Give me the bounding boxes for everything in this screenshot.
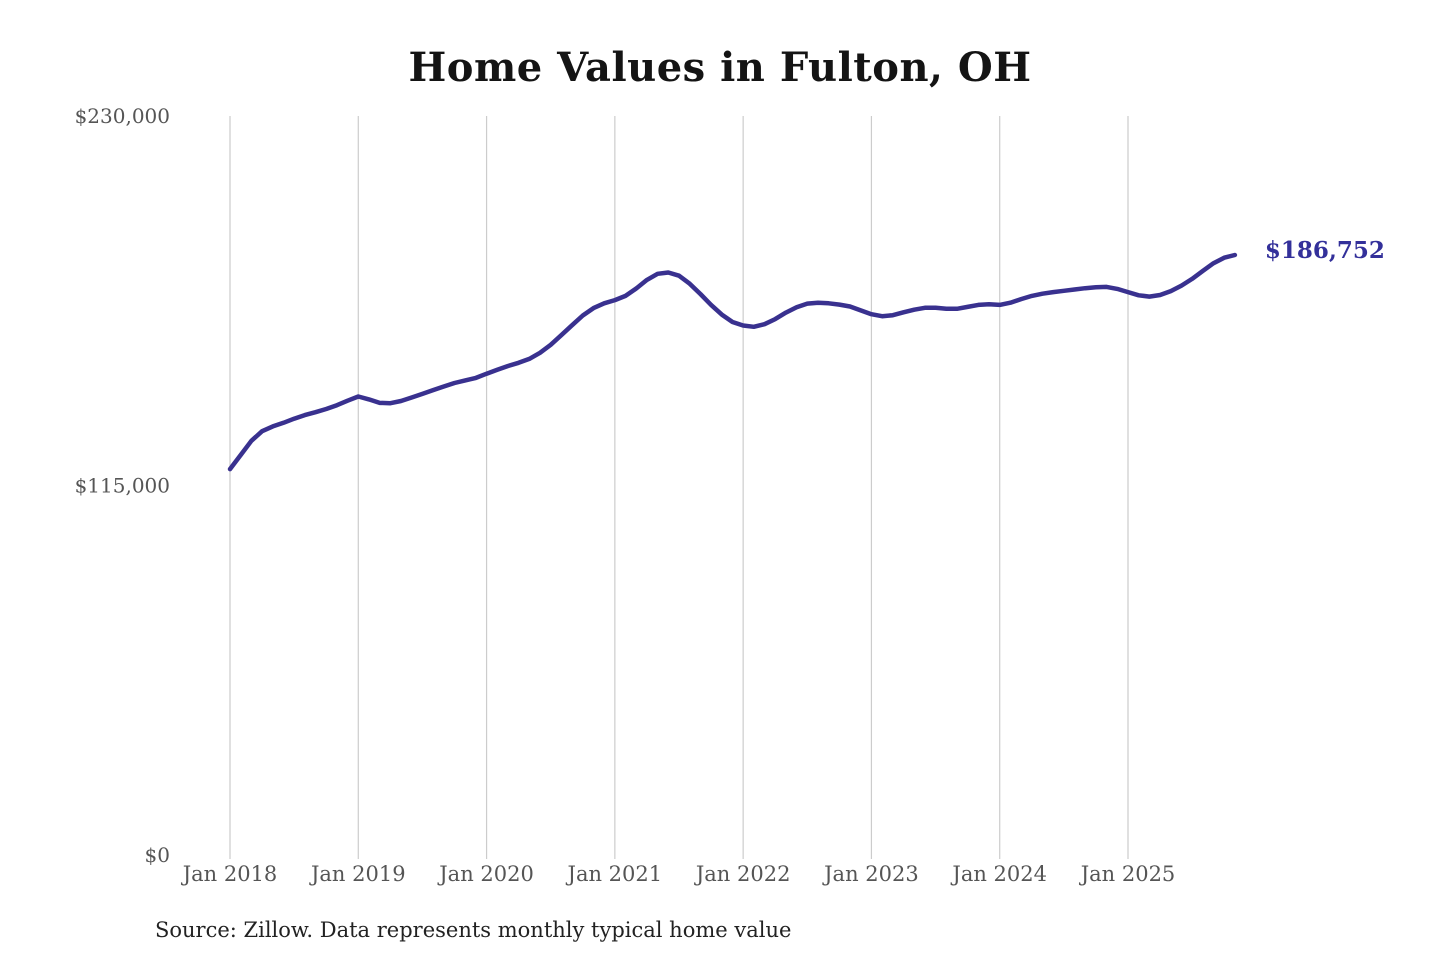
chart-title: Home Values in Fulton, OH [408,44,1032,91]
y-tick-label: $0 [145,843,170,867]
y-tick-label: $230,000 [75,104,170,128]
x-tick-label: Jan 2023 [822,862,919,886]
y-tick-label: $115,000 [75,474,170,498]
end-value-label: $186,752 [1265,237,1385,264]
x-tick-label: Jan 2024 [950,862,1047,886]
x-tick-label: Jan 2019 [309,862,406,886]
source-note: Source: Zillow. Data represents monthly … [155,918,792,942]
x-tick-label: Jan 2018 [181,862,278,886]
x-tick-label: Jan 2020 [437,862,534,886]
x-tick-label: Jan 2021 [566,862,663,886]
x-tick-label: Jan 2025 [1079,862,1176,886]
x-tick-label: Jan 2022 [694,862,791,886]
home-value-line [227,252,1238,472]
